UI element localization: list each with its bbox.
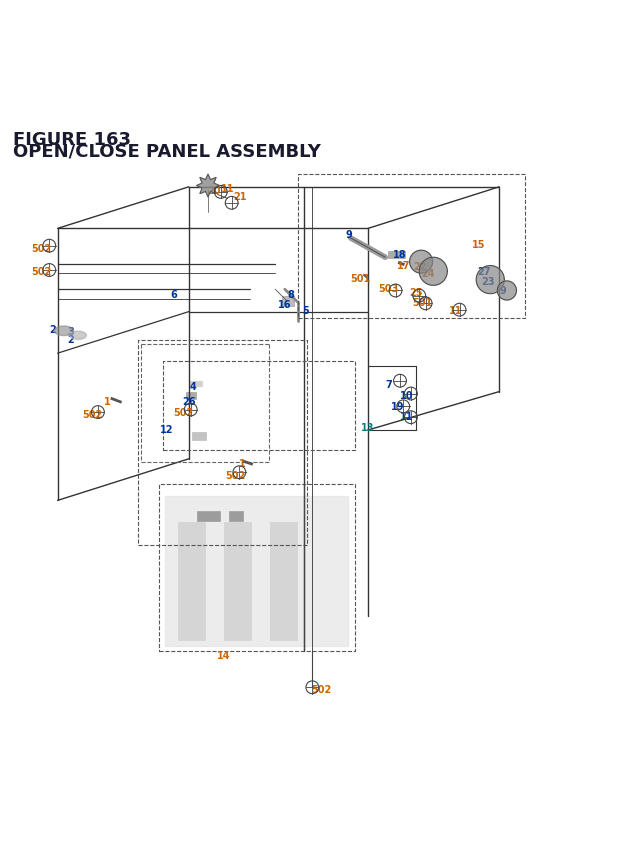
Text: 21: 21	[233, 192, 247, 202]
Text: 17: 17	[397, 261, 411, 270]
Text: 502: 502	[173, 407, 193, 418]
Text: 24: 24	[420, 269, 435, 279]
Text: 7: 7	[386, 380, 392, 389]
Bar	[388, 252, 405, 259]
Bar	[229, 511, 243, 521]
Text: 5: 5	[303, 306, 309, 315]
Text: 19: 19	[391, 401, 405, 412]
Text: 503: 503	[378, 283, 399, 294]
Text: 13: 13	[361, 422, 375, 432]
Text: 27: 27	[477, 267, 492, 277]
Text: 12: 12	[160, 424, 174, 434]
Text: 8: 8	[288, 290, 294, 300]
Polygon shape	[497, 282, 516, 300]
Text: 14: 14	[217, 651, 231, 660]
Polygon shape	[476, 266, 504, 294]
Text: 2: 2	[49, 325, 56, 334]
Text: 11: 11	[399, 412, 413, 421]
Bar	[270, 522, 297, 641]
Text: 502: 502	[31, 244, 52, 253]
Text: 16: 16	[278, 300, 292, 310]
Text: 23: 23	[481, 276, 495, 287]
Text: 4: 4	[190, 382, 196, 392]
Text: 502: 502	[225, 470, 245, 480]
Bar	[178, 522, 205, 641]
Text: 501: 501	[412, 298, 433, 307]
Ellipse shape	[54, 326, 74, 336]
Polygon shape	[196, 175, 220, 198]
Text: 11: 11	[220, 184, 234, 194]
Text: 20: 20	[207, 186, 221, 195]
Ellipse shape	[70, 331, 86, 340]
Text: 502: 502	[83, 410, 103, 419]
Bar	[190, 381, 202, 387]
Text: 1: 1	[104, 396, 111, 406]
Bar	[224, 522, 251, 641]
Text: 3: 3	[67, 326, 74, 337]
Text: 22: 22	[413, 261, 427, 271]
Text: OPEN/CLOSE PANEL ASSEMBLY: OPEN/CLOSE PANEL ASSEMBLY	[13, 143, 321, 161]
Text: 10: 10	[399, 390, 413, 400]
Bar	[186, 393, 196, 400]
Text: 11: 11	[449, 306, 463, 315]
Bar	[192, 432, 206, 441]
Text: 18: 18	[393, 250, 407, 260]
Text: 2: 2	[67, 335, 74, 344]
Bar	[197, 511, 220, 521]
Polygon shape	[410, 251, 433, 274]
Text: 26: 26	[182, 396, 196, 406]
Text: 9: 9	[499, 286, 506, 296]
Text: 25: 25	[409, 288, 423, 298]
Text: 1: 1	[239, 459, 245, 468]
Polygon shape	[419, 258, 447, 286]
Text: FIGURE 163: FIGURE 163	[13, 132, 131, 149]
Text: 15: 15	[472, 240, 486, 250]
Text: 502: 502	[311, 684, 332, 694]
Text: 9: 9	[346, 230, 352, 240]
Text: 502: 502	[31, 267, 52, 277]
Bar	[282, 296, 294, 307]
Bar	[165, 496, 348, 647]
Text: 6: 6	[171, 290, 177, 300]
Text: 501: 501	[350, 274, 371, 284]
